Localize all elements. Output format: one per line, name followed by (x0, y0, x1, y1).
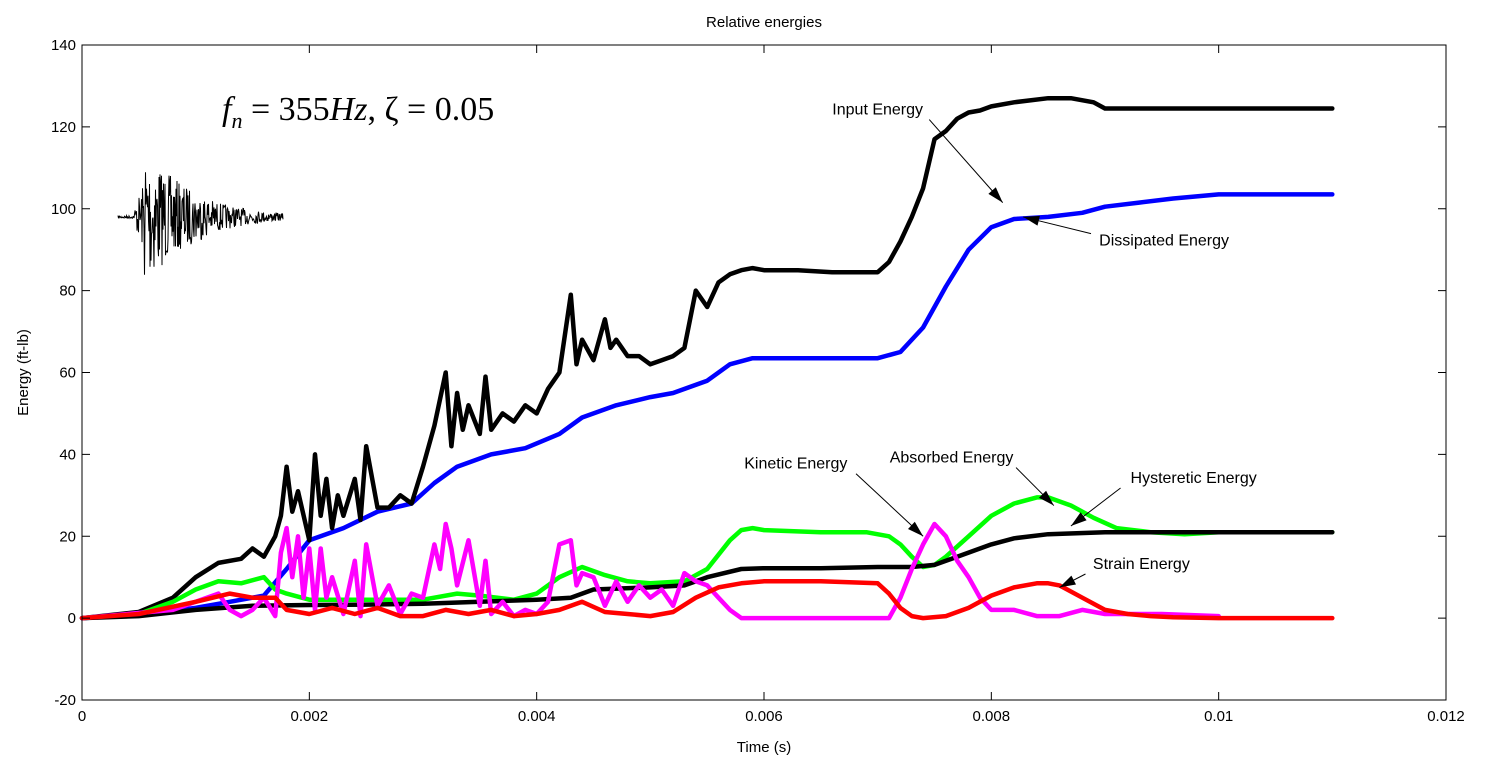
y-axis-label: Energy (ft-lb) (15, 329, 32, 416)
x-tick-label: 0.006 (745, 708, 783, 725)
annotation-label: Absorbed Energy (890, 450, 1014, 467)
formula-hz: Hz (329, 91, 368, 128)
y-tick-label: 0 (68, 610, 76, 627)
annotation-label: Hysteretic Energy (1131, 470, 1257, 487)
chart-title: Relative energies (706, 14, 822, 31)
y-tick-label: 100 (51, 201, 76, 218)
x-tick-label: 0.004 (518, 708, 556, 725)
formula-zeta: , ζ = 0.05 (367, 91, 494, 128)
y-tick-label: 80 (59, 283, 76, 300)
x-tick-label: 0.01 (1204, 708, 1233, 725)
x-axis-label: Time (s) (737, 739, 791, 756)
annotation-label: Strain Energy (1093, 556, 1190, 573)
y-tick-label: 20 (59, 528, 76, 545)
annotation-label: Kinetic Energy (744, 456, 847, 473)
formula-eq: = 355 (242, 91, 329, 128)
annotation-label: Dissipated Energy (1099, 233, 1229, 250)
x-tick-label: 0.002 (291, 708, 329, 725)
annotation-label: Input Energy (832, 102, 923, 119)
formula-sub: n (231, 108, 242, 133)
y-tick-label: 40 (59, 446, 76, 463)
x-tick-label: 0.008 (973, 708, 1011, 725)
y-tick-label: 60 (59, 365, 76, 382)
formula-label: fn = 355Hz, ζ = 0.05 (222, 91, 494, 133)
y-tick-label: -20 (54, 692, 76, 709)
x-tick-label: 0 (78, 708, 86, 725)
y-tick-label: 120 (51, 119, 76, 136)
y-tick-label: 140 (51, 37, 76, 54)
x-tick-label: 0.012 (1427, 708, 1465, 725)
